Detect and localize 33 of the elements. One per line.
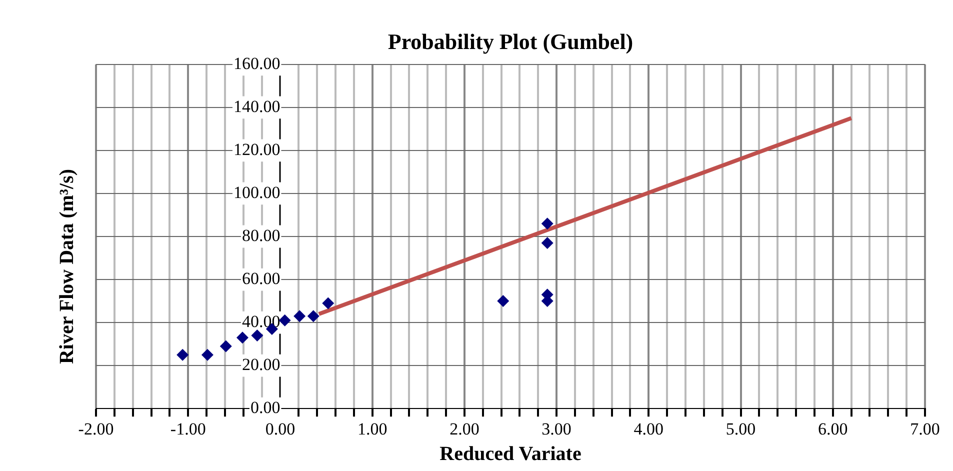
x-tick-label: 1.00: [357, 419, 388, 438]
point: [497, 295, 510, 308]
y-tick-label: 0.00: [250, 398, 280, 418]
y-tick-label: 20.00: [242, 355, 280, 374]
x-tick-label: 0.00: [265, 419, 296, 438]
point: [220, 340, 232, 352]
y-tick-label: 60.00: [242, 268, 280, 288]
y-tick-label: 100.00: [233, 182, 280, 202]
chart-title: Probability Plot (Gumbel): [388, 28, 634, 54]
point: [322, 297, 334, 310]
y-axis-title: River Flow Data (m³/s): [56, 168, 78, 364]
x-tick-label: -2.00: [78, 419, 114, 438]
y-tick-label: 40.00: [242, 312, 280, 332]
x-tick-label: 5.00: [726, 419, 756, 438]
x-axis-title: Reduced Variate: [440, 443, 582, 466]
point: [307, 310, 320, 322]
x-tick-label: 3.00: [542, 419, 572, 438]
point: [236, 332, 248, 344]
point: [294, 310, 306, 322]
point: [541, 218, 554, 230]
y-tick-label: 80.00: [242, 226, 280, 245]
x-tick-label: 4.00: [634, 419, 664, 438]
point: [251, 329, 264, 342]
y-tick-label: 120.00: [233, 140, 280, 159]
point: [541, 236, 554, 249]
x-tick-label: 6.00: [818, 419, 848, 438]
x-tick-label: -1.00: [170, 419, 206, 438]
x-tick-label: 7.00: [910, 419, 940, 438]
y-tick-label: 140.00: [233, 96, 280, 116]
point: [201, 348, 214, 361]
y-tick-label: 160.00: [233, 54, 280, 73]
point: [176, 348, 189, 361]
x-tick-label: 2.00: [450, 419, 480, 438]
